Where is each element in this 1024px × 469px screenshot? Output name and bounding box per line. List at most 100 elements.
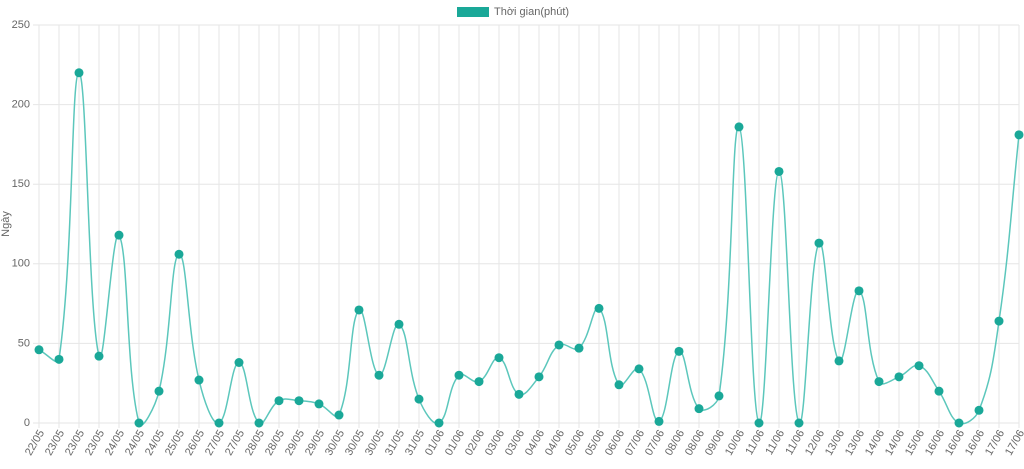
point [314, 399, 324, 409]
x-tick-label: 03/06 [483, 428, 507, 458]
point [854, 286, 864, 296]
x-tick-label: 11/06 [763, 428, 787, 457]
point [814, 238, 824, 248]
x-tick-label: 01/06 [423, 428, 447, 458]
point [294, 396, 304, 406]
x-tick-label: 07/06 [643, 428, 667, 458]
x-tick-label: 07/06 [623, 428, 647, 458]
x-tick-label: 29/05 [283, 428, 307, 458]
point [114, 230, 124, 240]
point [434, 418, 444, 428]
point [514, 389, 524, 399]
point [574, 343, 584, 353]
point [654, 416, 664, 426]
x-tick-label: 24/05 [123, 428, 147, 458]
x-tick-label: 30/05 [343, 428, 367, 458]
x-tick-label: 04/06 [543, 428, 567, 458]
x-tick-label: 14/06 [883, 428, 907, 458]
point [374, 370, 384, 380]
x-tick-label: 12/06 [803, 428, 827, 458]
point [1014, 130, 1024, 140]
y-tick-label: 0 [24, 417, 30, 429]
x-tick-label: 17/06 [983, 428, 1007, 458]
point [754, 418, 764, 428]
x-tick-label: 27/05 [223, 428, 247, 458]
x-tick-label: 15/06 [903, 428, 927, 458]
x-tick-label: 30/05 [323, 428, 347, 458]
y-axis-title: Ngày [0, 211, 12, 237]
x-tick-label: 04/06 [523, 428, 547, 458]
legend-label: Thời gian(phút) [494, 6, 569, 18]
x-tick-label: 24/05 [103, 428, 127, 458]
point [534, 372, 544, 382]
x-tick-label: 25/05 [163, 428, 187, 458]
x-tick-label: 22/05 [23, 428, 47, 458]
point [694, 404, 704, 414]
x-tick-label: 02/06 [463, 428, 487, 458]
x-tick-label: 23/05 [63, 428, 87, 458]
point [354, 305, 364, 315]
point [834, 356, 844, 366]
point [714, 391, 724, 401]
point [214, 418, 224, 428]
point [414, 394, 424, 404]
point [974, 405, 984, 415]
x-tick-label: 14/06 [863, 428, 887, 458]
point [494, 353, 504, 363]
x-tick-label: 16/06 [923, 428, 947, 458]
point [134, 418, 144, 428]
x-tick-label: 23/05 [43, 428, 67, 458]
x-tick-label: 06/06 [603, 428, 627, 458]
point [994, 316, 1004, 326]
point [734, 122, 744, 132]
point [594, 303, 604, 313]
point [874, 377, 884, 387]
x-tick-label: 24/05 [143, 428, 167, 458]
x-tick-label: 08/06 [663, 428, 687, 458]
point [74, 68, 84, 78]
point [554, 340, 564, 350]
x-tick-label: 31/05 [403, 428, 427, 458]
y-tick-label: 200 [12, 99, 30, 111]
point [794, 418, 804, 428]
x-tick-label: 05/06 [563, 428, 587, 458]
x-tick-label: 28/05 [263, 428, 287, 458]
point [334, 410, 344, 420]
point [934, 386, 944, 396]
point [154, 386, 164, 396]
x-tick-label: 27/05 [203, 428, 227, 458]
x-tick-label: 16/06 [943, 428, 967, 458]
y-tick-label: 100 [12, 258, 30, 270]
point [914, 361, 924, 371]
point [634, 364, 644, 374]
point [234, 358, 244, 368]
point [274, 396, 284, 406]
y-tick-label: 150 [12, 178, 30, 190]
point [174, 249, 184, 259]
x-tick-label: 17/06 [1003, 428, 1024, 458]
point [54, 354, 64, 364]
line [38, 72, 1020, 426]
x-tick-label: 05/06 [583, 428, 607, 458]
point [894, 372, 904, 382]
y-tick-label: 50 [18, 337, 30, 349]
x-tick-label: 01/06 [443, 428, 467, 458]
x-tick-label: 30/05 [363, 428, 387, 458]
x-tick-label: 08/06 [683, 428, 707, 458]
x-tick-label: 31/05 [383, 428, 407, 458]
y-tick-label: 250 [12, 19, 30, 31]
x-tick-label: 10/06 [723, 428, 747, 458]
point [194, 375, 204, 385]
point [34, 345, 44, 355]
point [674, 346, 684, 356]
point [474, 377, 484, 387]
x-tick-label: 13/06 [823, 428, 847, 458]
x-tick-label: 29/05 [303, 428, 327, 458]
point [254, 418, 264, 428]
point [614, 380, 624, 390]
point [774, 166, 784, 176]
x-tick-label: 26/05 [183, 428, 207, 458]
x-tick-label: 23/05 [83, 428, 107, 458]
point [394, 319, 404, 329]
